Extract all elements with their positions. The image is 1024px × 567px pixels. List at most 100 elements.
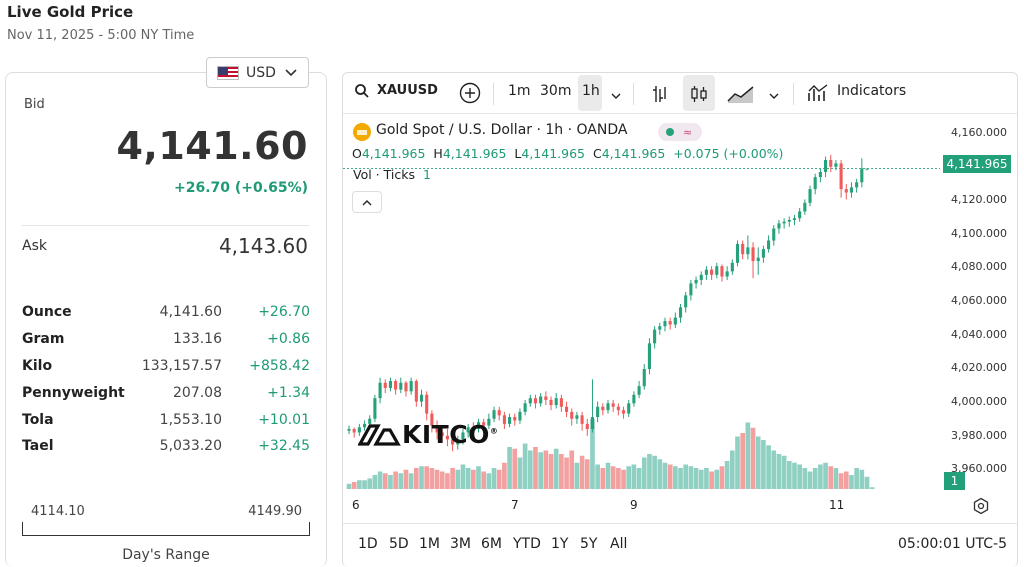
volume-bar — [802, 468, 808, 489]
candle-body — [585, 423, 589, 430]
range-5y[interactable]: 5Y — [580, 536, 598, 552]
candle — [658, 322, 662, 335]
volume-bar — [403, 469, 409, 489]
candle-body — [565, 406, 569, 412]
currency-select[interactable]: USD — [206, 57, 309, 88]
volume-bar — [533, 447, 538, 489]
volume-bar — [792, 462, 797, 489]
candle-body — [482, 422, 486, 426]
candle-body — [818, 171, 822, 178]
candle — [362, 420, 367, 431]
unit-value: 1,553.10 — [159, 412, 222, 428]
collapse-legend-button[interactable] — [352, 191, 382, 213]
range-3m[interactable]: 3M — [450, 536, 471, 552]
gear-icon[interactable] — [972, 497, 990, 515]
range-5d[interactable]: 5D — [389, 536, 409, 552]
close-value: 4,141.965 — [601, 146, 666, 161]
candle — [803, 199, 807, 215]
candle — [394, 379, 398, 395]
unit-value: 5,033.20 — [159, 438, 222, 454]
candle — [378, 377, 382, 404]
interval-1m[interactable]: 1m — [508, 83, 531, 99]
search-icon[interactable] — [355, 84, 369, 102]
x-tick-label: 7 — [511, 498, 519, 512]
candle-body — [678, 307, 683, 318]
candle-body — [440, 432, 444, 436]
volume-bar — [445, 473, 450, 489]
range-6m[interactable]: 6M — [481, 536, 502, 552]
candle — [549, 396, 553, 411]
volume-bar — [636, 468, 642, 489]
volume-bar — [678, 468, 683, 489]
price-chart[interactable] — [343, 114, 943, 496]
symbol-search[interactable]: XAUUSD — [377, 83, 438, 98]
candle-body — [730, 262, 734, 272]
candle-body — [673, 317, 677, 325]
unit-name: Gram — [22, 331, 65, 347]
range-1d[interactable]: 1D — [358, 536, 378, 552]
candle — [440, 425, 444, 443]
candle-body — [735, 243, 740, 263]
range-all[interactable]: All — [610, 536, 628, 552]
volume-bar — [579, 455, 585, 489]
candle-body — [844, 189, 848, 193]
interval-1h[interactable]: 1h — [582, 83, 600, 99]
candle — [761, 245, 765, 263]
bar-chart-icon[interactable] — [650, 84, 670, 108]
candle — [787, 216, 791, 227]
volume-bar — [351, 482, 357, 489]
candle-body — [663, 321, 667, 327]
candle — [792, 214, 797, 226]
volume-bar — [527, 450, 533, 489]
range-1y[interactable]: 1Y — [551, 536, 569, 552]
candle — [611, 399, 615, 412]
volume-bar — [704, 468, 709, 489]
candlestick-icon[interactable] — [689, 84, 709, 108]
candle — [824, 156, 828, 178]
volume-bar — [502, 462, 507, 489]
candle-body — [362, 423, 367, 428]
volume-bar — [393, 471, 398, 489]
volume-bar — [750, 427, 756, 489]
candle — [383, 379, 387, 394]
live-status-badge: ≈ — [658, 123, 702, 141]
chevron-down-icon[interactable] — [611, 88, 621, 104]
candle — [601, 403, 605, 416]
chevron-down-icon[interactable] — [769, 88, 779, 104]
candle-body — [616, 406, 620, 411]
candle-body — [865, 168, 869, 170]
interval-30m[interactable]: 30m — [540, 83, 572, 99]
volume-bar — [398, 473, 404, 489]
unit-name: Kilo — [22, 358, 53, 374]
candle-body — [425, 394, 429, 414]
candle — [720, 264, 724, 282]
candle-body — [476, 422, 481, 430]
candle-body — [824, 159, 828, 172]
volume-bar — [372, 475, 378, 489]
volume-bar — [553, 448, 559, 489]
range-ytd[interactable]: YTD — [513, 536, 541, 552]
indicators-icon[interactable] — [807, 83, 829, 107]
candle-body — [829, 159, 833, 167]
close-label: C — [592, 146, 602, 161]
indicators-button[interactable]: Indicators — [837, 83, 907, 99]
range-1m[interactable]: 1M — [419, 536, 440, 552]
candle — [456, 435, 460, 450]
candle-body — [492, 410, 496, 419]
unit-row-pennyweight: Pennyweight 207.08 +1.34 — [22, 385, 310, 405]
candle — [518, 408, 522, 424]
candle — [430, 410, 434, 433]
area-chart-icon[interactable] — [727, 84, 755, 108]
candle — [357, 423, 361, 436]
candle — [694, 276, 698, 289]
candle — [818, 168, 822, 183]
volume-bar — [548, 454, 554, 489]
candle — [673, 312, 677, 328]
add-symbol-icon[interactable] — [459, 82, 481, 108]
volume-bar — [362, 480, 367, 489]
unit-row-tola: Tola 1,553.10 +10.01 — [22, 412, 310, 432]
unit-change: +32.45 — [258, 438, 310, 454]
candle-body — [849, 187, 854, 193]
volume-bar — [755, 436, 761, 489]
candle-body — [627, 403, 631, 414]
